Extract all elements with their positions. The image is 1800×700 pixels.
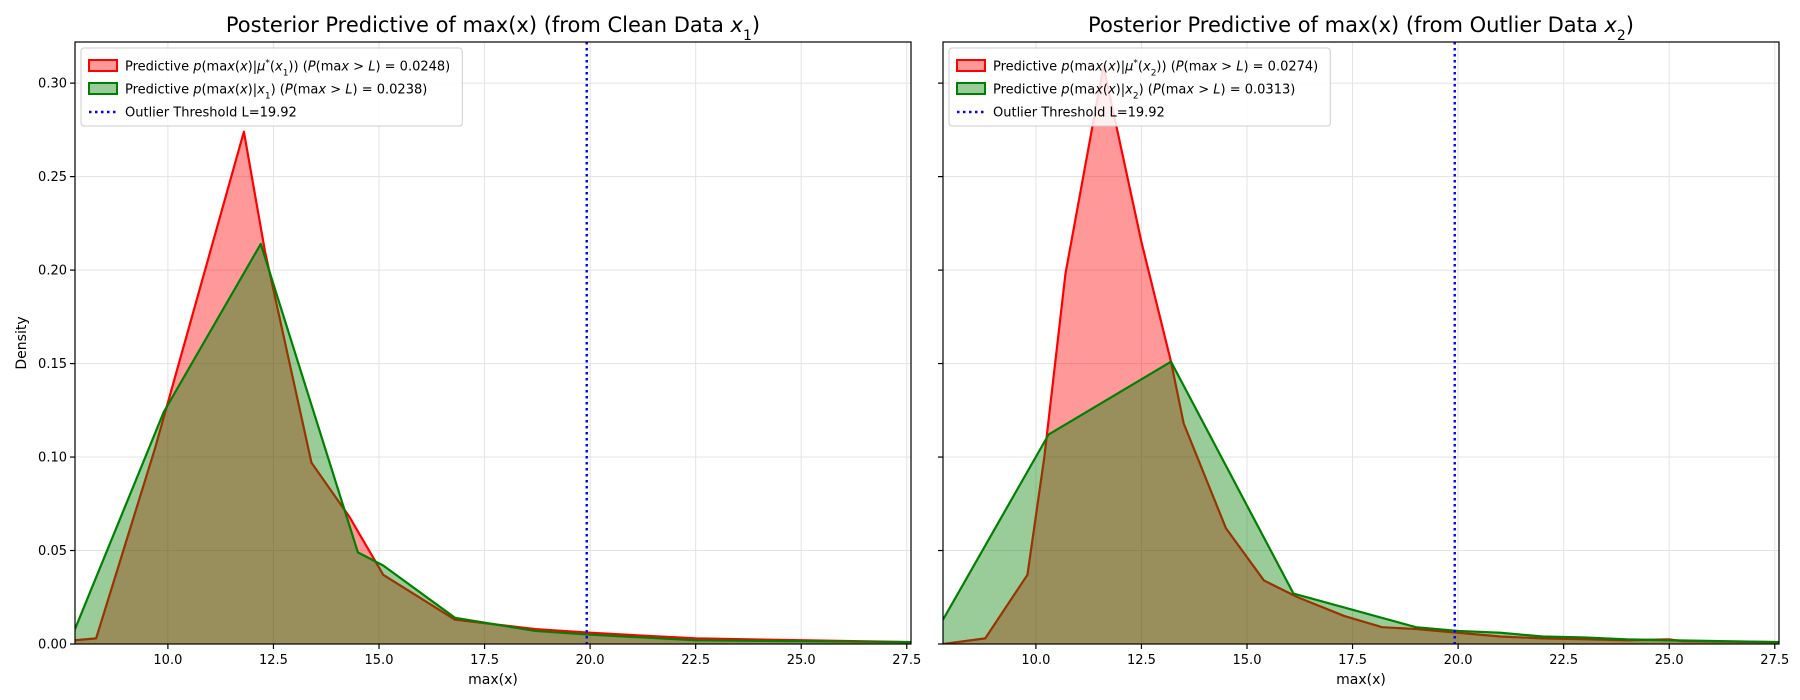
legend-label-mustar: Predictive p(max(x)|μ*(x1)) (P(max > L) … <box>125 59 450 79</box>
y-tick-label: 0.25 <box>38 170 67 185</box>
x-axis-label: max(x) <box>468 672 518 688</box>
legend-box <box>80 47 463 127</box>
x-tick-label: 10.0 <box>1021 653 1050 668</box>
x-tick-label: 10.0 <box>153 653 182 668</box>
y-tick-label: 0.05 <box>38 544 67 559</box>
series-line-post <box>75 242 911 644</box>
y-tick-label: 0.15 <box>38 357 67 372</box>
legend-label-threshold: Outlier Threshold L=19.92 <box>125 106 297 121</box>
x-tick-label: 12.5 <box>259 653 288 668</box>
axes-frame <box>942 41 1780 645</box>
legend: Predictive p(max(x)|μ*(x1)) (P(max > L) … <box>80 47 463 127</box>
x-tick-label: 20.0 <box>1444 653 1473 668</box>
x-tick-label: 25.0 <box>1655 653 1684 668</box>
x-tick-label: 15.0 <box>1233 653 1262 668</box>
x-axis-label: max(x) <box>1336 672 1386 688</box>
legend-swatch-post <box>88 82 118 95</box>
axes-frame <box>74 41 912 645</box>
area-post-fill <box>943 361 1779 644</box>
x-tick-label: 22.5 <box>1549 653 1578 668</box>
area-mustar-fill <box>943 66 1779 644</box>
x-tick-label: 12.5 <box>1127 653 1156 668</box>
y-tick-label: 0.20 <box>38 264 67 279</box>
legend-label-post: Predictive p(max(x)|x2) (P(max > L) = 0.… <box>993 83 1295 102</box>
y-tick-label: 0.00 <box>38 638 67 653</box>
y-axis-label: Density <box>14 316 30 369</box>
x-tick-label: 17.5 <box>1338 653 1367 668</box>
grid <box>75 42 911 645</box>
chart-panel-1: 10.0 12.5 15.0 17.5 20.0 22.5 25.0 27.5 0.00 0.05… <box>14 13 921 688</box>
series-line-mustar <box>75 130 911 644</box>
chart-panel-2: 10.0 12.5 15.0 17.5 20.0 22.5 25.0 27.5 max(x) Po… <box>938 13 1789 688</box>
plot-area <box>75 130 911 644</box>
legend-box <box>948 47 1331 127</box>
chart-title: Posterior Predictive of max(x) (from Out… <box>1088 13 1634 44</box>
legend-label-post: Predictive p(max(x)|x1) (P(max > L) = 0.… <box>125 83 427 102</box>
y-tick-label: 0.30 <box>38 77 67 92</box>
plot-area <box>943 65 1779 644</box>
x-tick-label: 27.5 <box>1760 653 1789 668</box>
series-line-mustar <box>943 65 1779 644</box>
x-tick-label: 27.5 <box>892 653 921 668</box>
legend: Predictive p(max(x)|μ*(x2)) (P(max > L) … <box>948 47 1331 127</box>
legend-label-threshold: Outlier Threshold L=19.92 <box>993 106 1165 121</box>
legend-label-mustar: Predictive p(max(x)|μ*(x2)) (P(max > L) … <box>993 59 1318 79</box>
legend-swatch-mustar <box>88 59 118 72</box>
y-tick-label: 0.10 <box>38 451 67 466</box>
series-line-post <box>943 360 1779 644</box>
area-post-fill <box>75 243 911 644</box>
chart-title: Posterior Predictive of max(x) (from Cle… <box>226 13 760 44</box>
x-tick-label: 17.5 <box>470 653 499 668</box>
x-tick-label: 20.0 <box>576 653 605 668</box>
x-tick-label: 25.0 <box>787 653 816 668</box>
legend-swatch-mustar <box>956 59 986 72</box>
legend-swatch-post <box>956 82 986 95</box>
x-tick-label: 15.0 <box>365 653 394 668</box>
area-mustar-fill <box>75 131 911 644</box>
x-tick-label: 22.5 <box>681 653 710 668</box>
